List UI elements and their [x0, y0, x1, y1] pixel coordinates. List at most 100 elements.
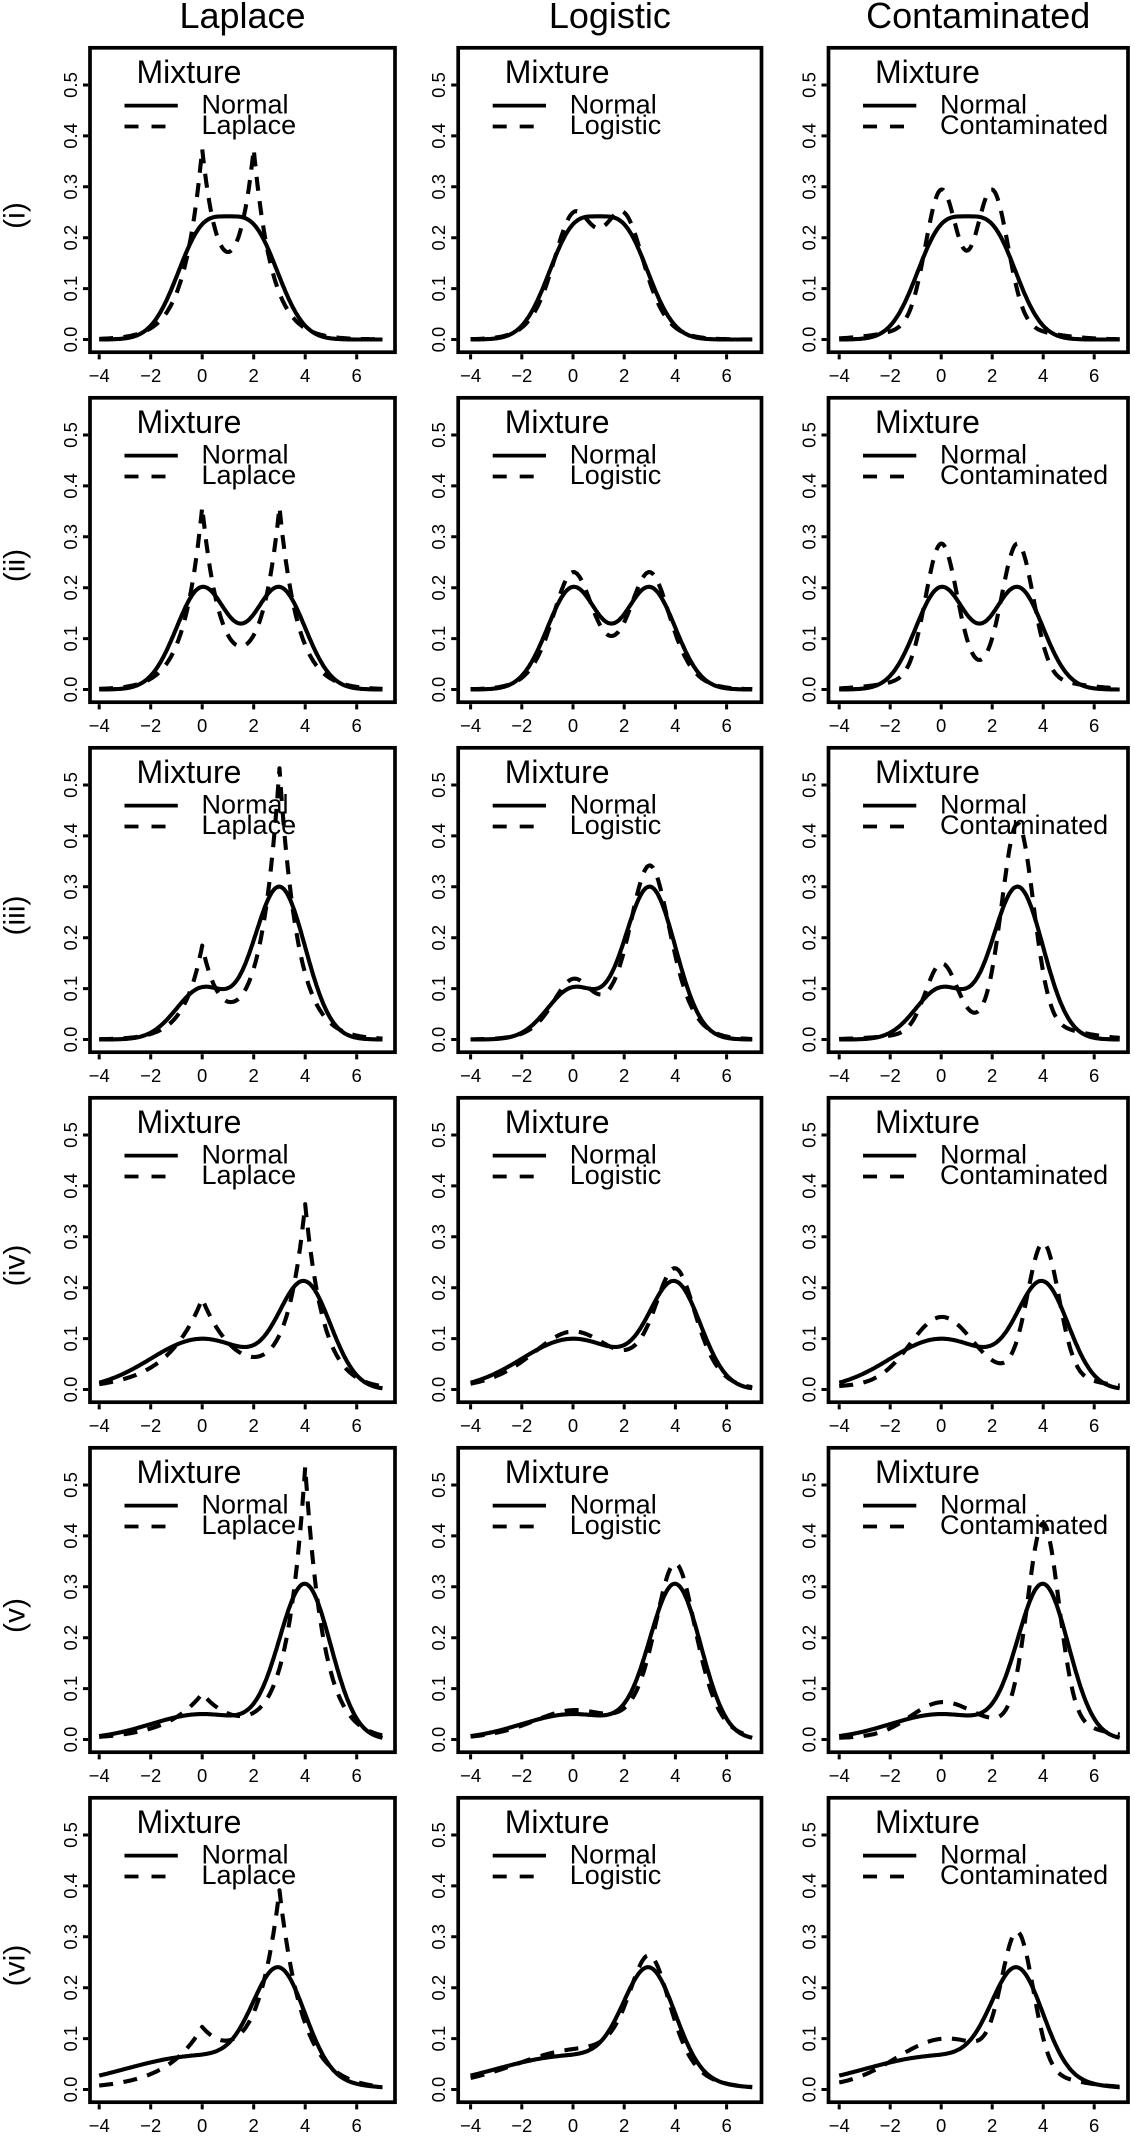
svg-text:Normal: Normal [940, 1839, 1027, 1869]
svg-text:0.5: 0.5 [428, 1822, 449, 1848]
svg-text:0.0: 0.0 [428, 1377, 449, 1403]
svg-text:6: 6 [352, 1065, 362, 1086]
svg-text:0.0: 0.0 [799, 327, 820, 353]
svg-text:Normal: Normal [570, 1489, 657, 1519]
svg-text:0.5: 0.5 [60, 1472, 81, 1498]
svg-text:0.5: 0.5 [428, 1472, 449, 1498]
svg-text:Laplace: Laplace [202, 1160, 297, 1190]
svg-text:0.4: 0.4 [799, 473, 820, 499]
svg-text:6: 6 [721, 715, 731, 736]
svg-text:Normal: Normal [202, 439, 289, 469]
svg-text:4: 4 [1038, 1415, 1048, 1436]
svg-text:Mixture: Mixture [505, 1104, 610, 1140]
svg-text:2: 2 [987, 1765, 997, 1786]
svg-text:(ii): (ii) [0, 549, 32, 582]
svg-text:0.0: 0.0 [60, 677, 81, 703]
svg-text:2: 2 [619, 715, 629, 736]
svg-text:0.2: 0.2 [60, 575, 81, 601]
svg-text:Mixture: Mixture [137, 1104, 242, 1140]
svg-text:0.1: 0.1 [799, 976, 820, 1002]
svg-text:0.5: 0.5 [60, 1822, 81, 1848]
svg-text:0.4: 0.4 [799, 823, 820, 849]
svg-text:0.2: 0.2 [428, 1975, 449, 2001]
svg-text:Normal: Normal [202, 789, 289, 819]
svg-text:Logistic: Logistic [570, 1160, 662, 1190]
svg-text:−4: −4 [829, 1415, 850, 1436]
svg-text:Logistic: Logistic [570, 810, 662, 840]
svg-text:0.4: 0.4 [60, 1173, 81, 1199]
svg-text:−4: −4 [89, 1065, 110, 1086]
svg-text:6: 6 [1089, 1415, 1099, 1436]
svg-text:0.4: 0.4 [428, 1173, 449, 1199]
svg-text:−4: −4 [460, 365, 481, 386]
svg-text:−2: −2 [880, 1765, 901, 1786]
svg-text:0.5: 0.5 [799, 772, 820, 798]
svg-text:Contaminated: Contaminated [940, 110, 1108, 140]
svg-text:−4: −4 [89, 365, 110, 386]
svg-text:0: 0 [197, 365, 207, 386]
svg-text:6: 6 [1089, 715, 1099, 736]
svg-text:0: 0 [568, 715, 578, 736]
svg-text:0: 0 [936, 1765, 946, 1786]
svg-text:0.1: 0.1 [799, 276, 820, 302]
svg-text:4: 4 [300, 1765, 310, 1786]
svg-text:4: 4 [670, 365, 680, 386]
svg-text:0.3: 0.3 [60, 1224, 81, 1250]
svg-text:0.0: 0.0 [799, 1727, 820, 1753]
svg-text:0.3: 0.3 [428, 524, 449, 550]
svg-text:0.1: 0.1 [428, 276, 449, 302]
svg-text:Normal: Normal [202, 1839, 289, 1869]
svg-text:0: 0 [197, 1065, 207, 1086]
svg-text:0.4: 0.4 [428, 1523, 449, 1549]
svg-text:Laplace: Laplace [202, 110, 297, 140]
svg-text:Mixture: Mixture [505, 1804, 610, 1840]
svg-text:−4: −4 [460, 1065, 481, 1086]
svg-text:Normal: Normal [940, 439, 1027, 469]
svg-text:0.4: 0.4 [60, 123, 81, 149]
svg-text:4: 4 [670, 2115, 680, 2132]
svg-text:0.5: 0.5 [428, 72, 449, 98]
svg-text:Contaminated: Contaminated [940, 1160, 1108, 1190]
svg-text:6: 6 [1089, 2115, 1099, 2132]
svg-text:0.3: 0.3 [428, 1574, 449, 1600]
svg-text:2: 2 [987, 2115, 997, 2132]
svg-text:−4: −4 [460, 2115, 481, 2132]
svg-text:6: 6 [352, 1765, 362, 1786]
svg-text:4: 4 [670, 1765, 680, 1786]
svg-text:6: 6 [1089, 1765, 1099, 1786]
svg-text:0.3: 0.3 [799, 524, 820, 550]
svg-text:(i): (i) [0, 202, 32, 229]
svg-text:0.3: 0.3 [799, 874, 820, 900]
svg-text:Contaminated: Contaminated [940, 1510, 1108, 1540]
svg-text:−4: −4 [89, 2115, 110, 2132]
svg-text:6: 6 [352, 2115, 362, 2132]
svg-text:0.2: 0.2 [799, 1625, 820, 1651]
svg-text:0.4: 0.4 [60, 823, 81, 849]
svg-text:−4: −4 [460, 1415, 481, 1436]
svg-text:0.0: 0.0 [428, 327, 449, 353]
svg-text:−2: −2 [140, 1065, 161, 1086]
svg-text:−4: −4 [829, 365, 850, 386]
svg-text:0.5: 0.5 [799, 72, 820, 98]
svg-text:0.0: 0.0 [60, 2077, 81, 2103]
svg-text:Normal: Normal [570, 1139, 657, 1169]
svg-text:2: 2 [619, 1065, 629, 1086]
svg-text:Laplace: Laplace [202, 810, 297, 840]
svg-text:0.3: 0.3 [799, 1574, 820, 1600]
svg-text:0.5: 0.5 [799, 422, 820, 448]
svg-text:0.1: 0.1 [60, 1676, 81, 1702]
svg-text:Mixture: Mixture [137, 404, 242, 440]
svg-text:0.4: 0.4 [428, 473, 449, 499]
svg-text:−2: −2 [880, 715, 901, 736]
svg-text:Logistic: Logistic [549, 0, 671, 36]
svg-text:6: 6 [352, 1415, 362, 1436]
svg-text:Mixture: Mixture [875, 1454, 980, 1490]
svg-text:Laplace: Laplace [202, 1510, 297, 1540]
svg-text:0.1: 0.1 [428, 2026, 449, 2052]
svg-text:Mixture: Mixture [875, 404, 980, 440]
svg-text:Mixture: Mixture [875, 754, 980, 790]
svg-text:6: 6 [1089, 365, 1099, 386]
svg-text:0.5: 0.5 [428, 1122, 449, 1148]
svg-text:6: 6 [352, 365, 362, 386]
svg-text:0: 0 [568, 1065, 578, 1086]
